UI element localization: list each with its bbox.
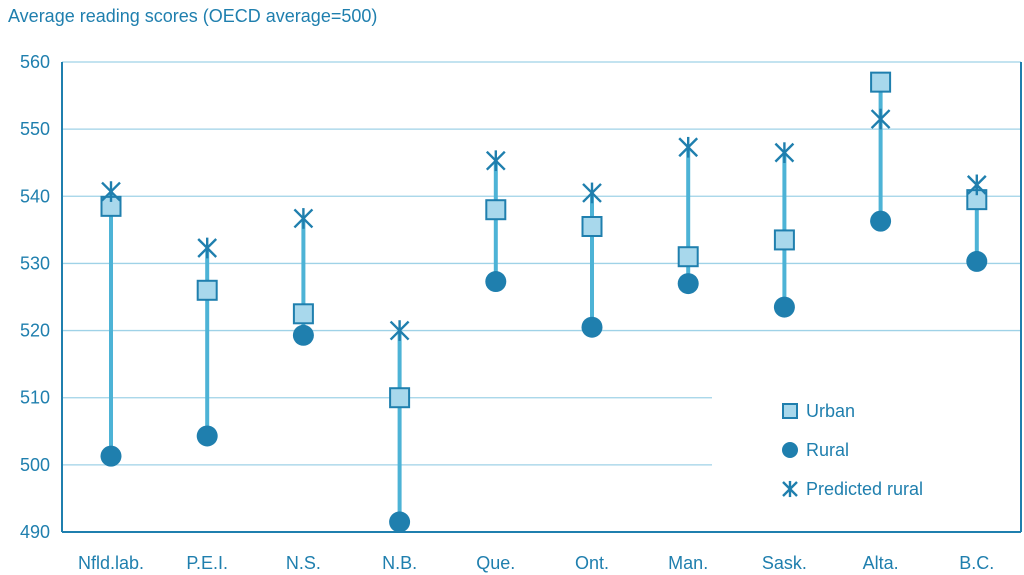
y-tick-label: 510: [20, 388, 50, 408]
urban-point: [870, 71, 892, 93]
rural-point: [773, 296, 795, 318]
x-tick-label: Nfld.lab.: [78, 553, 144, 573]
urban-point: [292, 303, 314, 325]
x-tick-label: N.S.: [286, 553, 321, 573]
urban-point: [389, 387, 411, 409]
urban-point: [581, 216, 603, 237]
y-tick-label: 540: [20, 186, 50, 206]
rural-point: [870, 210, 892, 232]
legend-rural-marker: [782, 442, 798, 458]
predicted-rural-point: [966, 174, 987, 196]
predicted-rural-point: [870, 108, 891, 130]
legend-label-predicted-rural: Predicted rural: [806, 479, 923, 499]
y-tick-label: 520: [20, 321, 50, 341]
predicted-rural-point: [485, 150, 506, 172]
predicted-rural-point: [389, 320, 410, 341]
x-tick-label: Que.: [476, 553, 515, 573]
rural-point: [485, 271, 507, 293]
markers: [100, 71, 988, 533]
legend-label-rural: Rural: [806, 440, 849, 460]
rural-point: [196, 425, 218, 447]
urban-point: [485, 199, 507, 221]
legend-label-urban: Urban: [806, 401, 855, 421]
y-tick-label: 560: [20, 52, 50, 72]
x-tick-label: P.E.I.: [186, 553, 228, 573]
rural-point: [581, 316, 603, 338]
x-tick-label: N.B.: [382, 553, 417, 573]
x-tick-label: Sask.: [762, 553, 807, 573]
y-tick-label: 500: [20, 455, 50, 475]
predicted-rural-point: [678, 136, 699, 158]
rural-point: [100, 445, 122, 467]
legend-background: [712, 378, 1020, 520]
x-tick-label: B.C.: [959, 553, 994, 573]
rural-point: [677, 273, 699, 295]
rural-point: [292, 324, 314, 346]
y-tick-label: 530: [20, 253, 50, 273]
predicted-rural-point: [293, 208, 314, 229]
y-tick-labels: 490 500 510 520 530 540 550 560: [20, 52, 50, 542]
legend: Urban Rural Predicted rural: [782, 401, 923, 499]
x-tick-label: Ont.: [575, 553, 609, 573]
legend-box: [712, 378, 1020, 520]
urban-point: [773, 229, 795, 251]
urban-point: [196, 279, 218, 301]
x-tick-label: Man.: [668, 553, 708, 573]
axis-layer: [61, 62, 1022, 533]
y-tick-label: 490: [20, 522, 50, 542]
legend-urban-marker: [782, 403, 798, 419]
urban-point: [677, 246, 699, 268]
predicted-rural-point: [582, 182, 602, 204]
predicted-rural-point: [101, 181, 121, 202]
rural-point: [389, 511, 411, 533]
x-tick-labels: Nfld.lab. P.E.I. N.S. N.B. Que. Ont. Man. Sask.…: [78, 553, 994, 573]
chart-title: Average reading scores (OECD average=500…: [8, 6, 378, 26]
y-tick-label: 550: [20, 119, 50, 139]
predicted-rural-point: [197, 237, 218, 259]
rural-point: [966, 250, 988, 272]
predicted-rural-point: [774, 142, 795, 163]
legend-predicted-rural-marker: [782, 480, 798, 498]
x-tick-label: Alta.: [863, 553, 899, 573]
